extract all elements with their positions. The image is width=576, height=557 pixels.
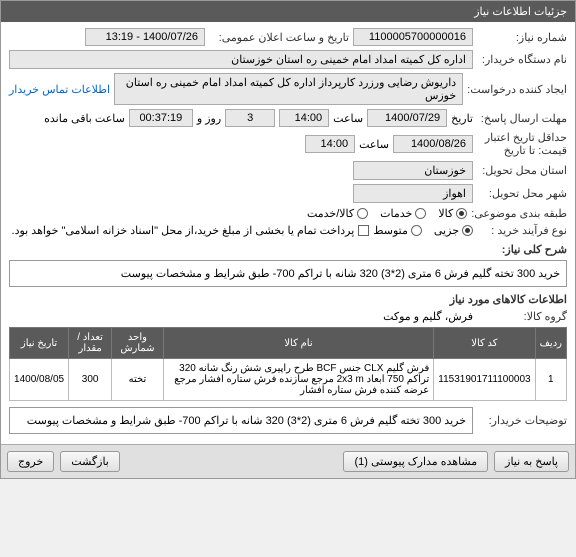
deadline-label: مهلت ارسال پاسخ:	[477, 112, 567, 125]
panel-title: جزئیات اطلاعات نیاز	[1, 1, 575, 22]
group-label: گروه کالا:	[477, 310, 567, 323]
process-label: نوع فرآیند خرید :	[477, 224, 567, 237]
days-left: 3	[225, 109, 275, 127]
button-row: پاسخ به نیاز مشاهده مدارک پیوستی (1) باز…	[1, 444, 575, 478]
form-body: شماره نیاز: 1100005700000016 تاریخ و ساع…	[1, 22, 575, 444]
reply-button[interactable]: پاسخ به نیاز	[494, 451, 569, 472]
creator-label: ایجاد کننده درخواست:	[467, 83, 567, 96]
payment-note: پرداخت تمام یا بخشی از مبلغ خرید،از محل …	[12, 224, 355, 237]
th-code: کد کالا	[434, 328, 535, 359]
radio-icon	[456, 208, 467, 219]
radio-icon	[357, 208, 368, 219]
desc-title: شرح کلی نیاز:	[9, 243, 567, 256]
city-value: اهواز	[353, 184, 473, 203]
group-value: فرش، گلیم و موکت	[383, 310, 473, 323]
cell-row: 1	[535, 359, 566, 401]
th-row: ردیف	[535, 328, 566, 359]
buyer-notes-label: توضیحات خریدار:	[477, 414, 567, 427]
cell-name: فرش گلیم CLX جنس BCF طرح راپیری شش رنگ ش…	[163, 359, 434, 401]
city-label: شهر محل تحویل:	[477, 187, 567, 200]
exit-button[interactable]: خروج	[7, 451, 54, 472]
validity-time: 14:00	[305, 135, 355, 153]
category-label: طبقه بندی موضوعی:	[471, 207, 567, 220]
category-goods[interactable]: کالا	[438, 207, 467, 220]
until-label: تاریخ	[451, 112, 473, 125]
th-date: تاریخ نیاز	[10, 328, 69, 359]
province-value: خوزستان	[353, 161, 473, 180]
table-row[interactable]: 1 11531901711100003 فرش گلیم CLX جنس BCF…	[10, 359, 567, 401]
buyer-label: نام دستگاه خریدار:	[477, 53, 567, 66]
time-left-label: ساعت باقی مانده	[44, 112, 125, 125]
process-medium[interactable]: متوسط	[373, 224, 422, 237]
announce-label: تاریخ و ساعت اعلان عمومی:	[209, 31, 349, 44]
desc-box: خرید 300 تخته گلیم فرش 6 متری (2*3) 320 …	[9, 260, 567, 287]
deadline-date: 1400/07/29	[367, 109, 447, 127]
attachments-button[interactable]: مشاهده مدارک پیوستی (1)	[343, 451, 488, 472]
process-radio-group: جزیی متوسط	[373, 224, 473, 237]
th-qty: تعداد / مقدار	[69, 328, 112, 359]
province-label: استان محل تحویل:	[477, 164, 567, 177]
need-no-label: شماره نیاز:	[477, 31, 567, 44]
cell-unit: تخته	[112, 359, 164, 401]
days-left-label: روز و	[197, 112, 221, 125]
th-name: نام کالا	[163, 328, 434, 359]
cell-date: 1400/08/05	[10, 359, 69, 401]
items-title: اطلاعات کالاهای مورد نیاز	[9, 293, 567, 306]
back-button[interactable]: بازگشت	[60, 451, 120, 472]
need-no-value: 1100005700000016	[353, 28, 473, 46]
creator-value: داریوش رضایی ورزرد کارپرداز اداره کل کمی…	[114, 73, 463, 105]
buyer-notes: خرید 300 تخته گلیم فرش 6 متری (2*3) 320 …	[9, 407, 473, 434]
category-radio-group: کالا خدمات کالا/خدمت	[307, 207, 467, 220]
th-unit: واحد شمارش	[112, 328, 164, 359]
contact-link[interactable]: اطلاعات تماس خریدار	[9, 83, 110, 96]
category-service[interactable]: خدمات	[380, 207, 426, 220]
process-partial[interactable]: جزیی	[434, 224, 473, 237]
need-details-panel: جزئیات اطلاعات نیاز شماره نیاز: 11000057…	[0, 0, 576, 479]
time-label-2: ساعت	[359, 138, 389, 151]
validity-label: حداقل تاریخ اعتبار قیمت: تا تاریخ	[477, 131, 567, 157]
radio-icon	[462, 225, 473, 236]
announce-value: 1400/07/26 - 13:19	[85, 28, 205, 46]
validity-date: 1400/08/26	[393, 135, 473, 153]
cell-qty: 300	[69, 359, 112, 401]
deadline-time: 14:00	[279, 109, 329, 127]
cell-code: 11531901711100003	[434, 359, 535, 401]
time-label-1: ساعت	[333, 112, 363, 125]
radio-icon	[411, 225, 422, 236]
buyer-value: اداره کل کمیته امداد امام خمینی ره استان…	[9, 50, 473, 69]
category-both[interactable]: کالا/خدمت	[307, 207, 368, 220]
radio-icon	[415, 208, 426, 219]
treasury-checkbox[interactable]	[358, 225, 369, 236]
items-table: ردیف کد کالا نام کالا واحد شمارش تعداد /…	[9, 327, 567, 401]
time-left: 00:37:19	[129, 109, 193, 127]
